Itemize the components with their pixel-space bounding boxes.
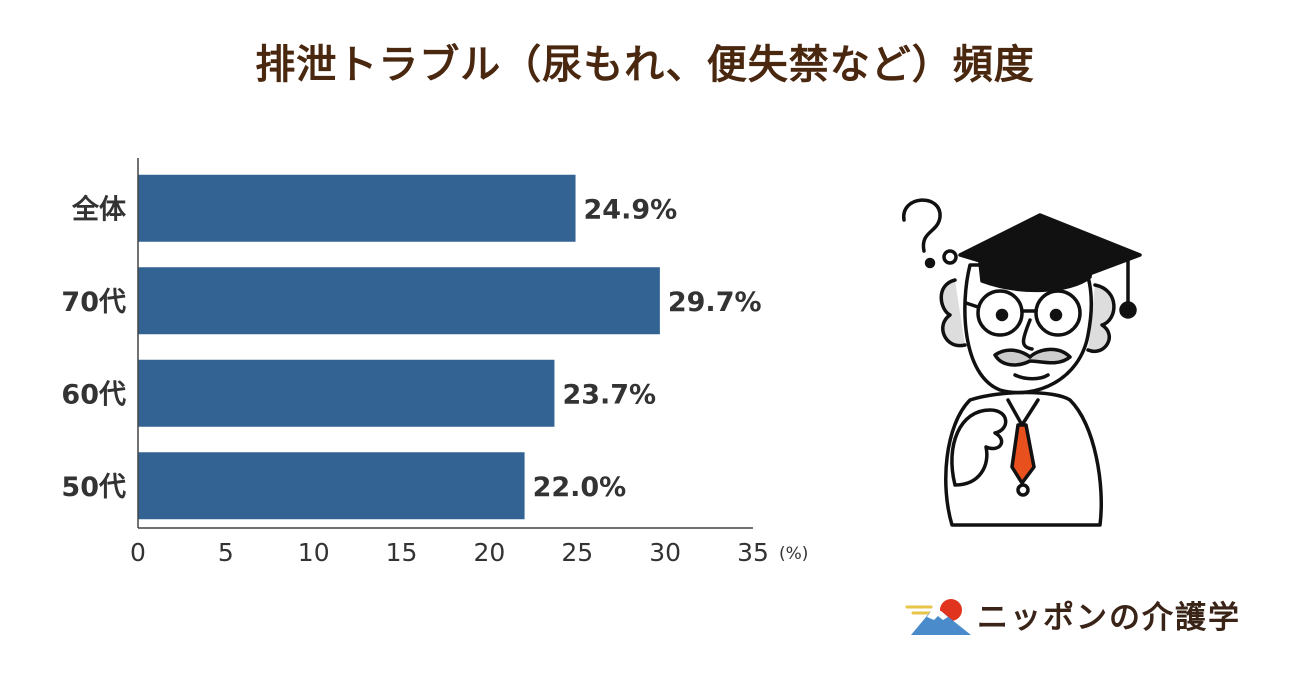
x-tick-label: 0	[130, 538, 146, 567]
x-tick-label: 15	[386, 538, 418, 567]
category-label: 50代	[61, 472, 126, 503]
category-label: 70代	[61, 287, 126, 318]
x-tick-label: 5	[218, 538, 234, 567]
brand-logo: ニッポンの介護学	[905, 592, 1241, 637]
x-tick-label: 35	[737, 538, 769, 567]
mount-fuji-logo-icon	[905, 598, 971, 635]
x-tick-label: 30	[649, 538, 681, 567]
bar-3	[138, 452, 525, 520]
value-label: 23.7%	[562, 379, 656, 410]
bar-1	[138, 267, 660, 335]
category-label: 全体	[71, 193, 127, 225]
bar-2	[138, 359, 555, 427]
value-label: 29.7%	[668, 287, 762, 318]
value-label: 24.9%	[584, 194, 678, 225]
x-unit-label: (%)	[779, 544, 808, 564]
chart-title: 排泄トラブル（尿もれ、便失禁など）頻度	[255, 42, 1035, 88]
x-tick-label: 20	[474, 538, 506, 567]
bar-0	[138, 174, 576, 242]
value-label: 22.0%	[533, 472, 627, 503]
x-tick-label: 25	[561, 538, 593, 567]
brand-name: ニッポンの介護学	[977, 600, 1241, 636]
x-tick-label: 10	[298, 538, 330, 567]
category-label: 60代	[61, 379, 126, 410]
thinking-professor-icon	[902, 198, 1142, 527]
